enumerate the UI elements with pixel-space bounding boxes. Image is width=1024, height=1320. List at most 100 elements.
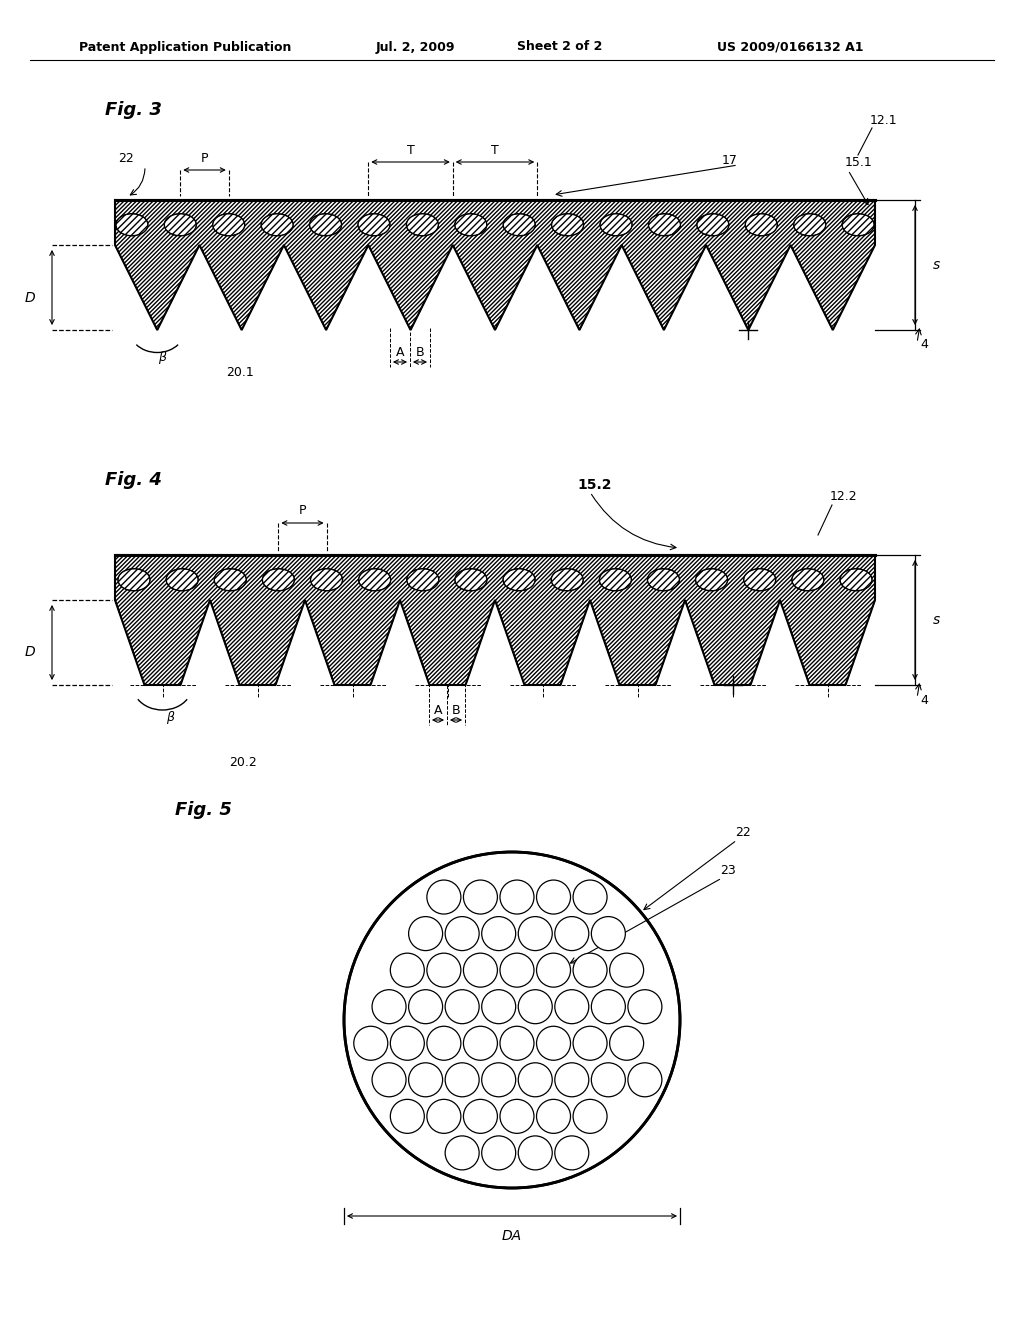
Ellipse shape	[262, 569, 295, 591]
Circle shape	[628, 990, 662, 1024]
Ellipse shape	[743, 569, 776, 591]
Circle shape	[573, 1026, 607, 1060]
Circle shape	[464, 953, 498, 987]
Circle shape	[372, 990, 407, 1024]
Text: 20.1: 20.1	[226, 366, 254, 379]
Circle shape	[427, 1100, 461, 1134]
Text: s: s	[933, 257, 940, 272]
Text: 22: 22	[735, 825, 751, 838]
Circle shape	[445, 990, 479, 1024]
Ellipse shape	[551, 569, 584, 591]
Text: P: P	[201, 152, 208, 165]
Circle shape	[609, 953, 644, 987]
Circle shape	[445, 1137, 479, 1170]
Circle shape	[518, 1137, 552, 1170]
Circle shape	[573, 880, 607, 913]
Circle shape	[591, 990, 626, 1024]
Text: 22: 22	[118, 152, 134, 165]
Text: 20.2: 20.2	[229, 755, 257, 768]
Ellipse shape	[552, 214, 584, 236]
Ellipse shape	[118, 569, 150, 591]
Ellipse shape	[455, 569, 487, 591]
Text: s: s	[933, 612, 940, 627]
Circle shape	[481, 916, 516, 950]
Ellipse shape	[214, 569, 246, 591]
Text: US 2009/0166132 A1: US 2009/0166132 A1	[717, 41, 863, 54]
Circle shape	[445, 1063, 479, 1097]
Circle shape	[500, 1100, 534, 1134]
Circle shape	[372, 1063, 407, 1097]
Ellipse shape	[599, 569, 632, 591]
Polygon shape	[115, 201, 874, 330]
Circle shape	[481, 990, 516, 1024]
Text: 4: 4	[920, 693, 928, 706]
Text: Fig. 5: Fig. 5	[175, 801, 231, 818]
Ellipse shape	[647, 569, 680, 591]
Ellipse shape	[309, 214, 342, 236]
Text: 17: 17	[722, 153, 738, 166]
Circle shape	[427, 880, 461, 913]
Text: 12.2: 12.2	[830, 491, 858, 503]
Ellipse shape	[455, 214, 486, 236]
Ellipse shape	[407, 569, 439, 591]
Circle shape	[573, 1100, 607, 1134]
Circle shape	[409, 916, 442, 950]
Circle shape	[518, 916, 552, 950]
Text: β: β	[167, 710, 174, 723]
Ellipse shape	[842, 214, 874, 236]
Text: Patent Application Publication: Patent Application Publication	[79, 41, 291, 54]
Ellipse shape	[745, 214, 777, 236]
Circle shape	[464, 1026, 498, 1060]
Polygon shape	[115, 554, 874, 685]
Ellipse shape	[794, 214, 825, 236]
Circle shape	[609, 1026, 644, 1060]
Text: Fig. 3: Fig. 3	[105, 102, 162, 119]
Ellipse shape	[166, 569, 198, 591]
Ellipse shape	[503, 569, 536, 591]
Text: D: D	[25, 645, 35, 660]
Text: D: D	[25, 290, 35, 305]
Ellipse shape	[840, 569, 872, 591]
Text: T: T	[407, 144, 415, 157]
Ellipse shape	[358, 569, 391, 591]
Circle shape	[555, 916, 589, 950]
Circle shape	[591, 916, 626, 950]
Text: 12.1: 12.1	[870, 114, 898, 127]
Circle shape	[445, 916, 479, 950]
Text: 23: 23	[720, 863, 736, 876]
Ellipse shape	[407, 214, 438, 236]
Ellipse shape	[697, 214, 729, 236]
Ellipse shape	[164, 214, 197, 236]
Text: β: β	[159, 351, 166, 364]
Circle shape	[353, 1026, 388, 1060]
Circle shape	[628, 1063, 662, 1097]
Circle shape	[500, 1026, 534, 1060]
Circle shape	[537, 1026, 570, 1060]
Circle shape	[464, 1100, 498, 1134]
Circle shape	[518, 1063, 552, 1097]
Circle shape	[409, 1063, 442, 1097]
Circle shape	[409, 990, 442, 1024]
Ellipse shape	[600, 214, 632, 236]
Text: A: A	[434, 704, 442, 717]
Ellipse shape	[503, 214, 536, 236]
Circle shape	[518, 990, 552, 1024]
Circle shape	[427, 1026, 461, 1060]
Circle shape	[390, 953, 424, 987]
Ellipse shape	[213, 214, 245, 236]
Circle shape	[464, 880, 498, 913]
Circle shape	[481, 1137, 516, 1170]
Ellipse shape	[648, 214, 681, 236]
Ellipse shape	[695, 569, 728, 591]
Text: Jul. 2, 2009: Jul. 2, 2009	[375, 41, 455, 54]
Text: 4: 4	[920, 338, 928, 351]
Text: 15.2: 15.2	[578, 478, 612, 492]
Circle shape	[555, 1063, 589, 1097]
Text: B: B	[416, 346, 424, 359]
Ellipse shape	[792, 569, 824, 591]
Circle shape	[344, 851, 680, 1188]
Circle shape	[573, 953, 607, 987]
Ellipse shape	[261, 214, 293, 236]
Circle shape	[481, 1063, 516, 1097]
Circle shape	[537, 1100, 570, 1134]
